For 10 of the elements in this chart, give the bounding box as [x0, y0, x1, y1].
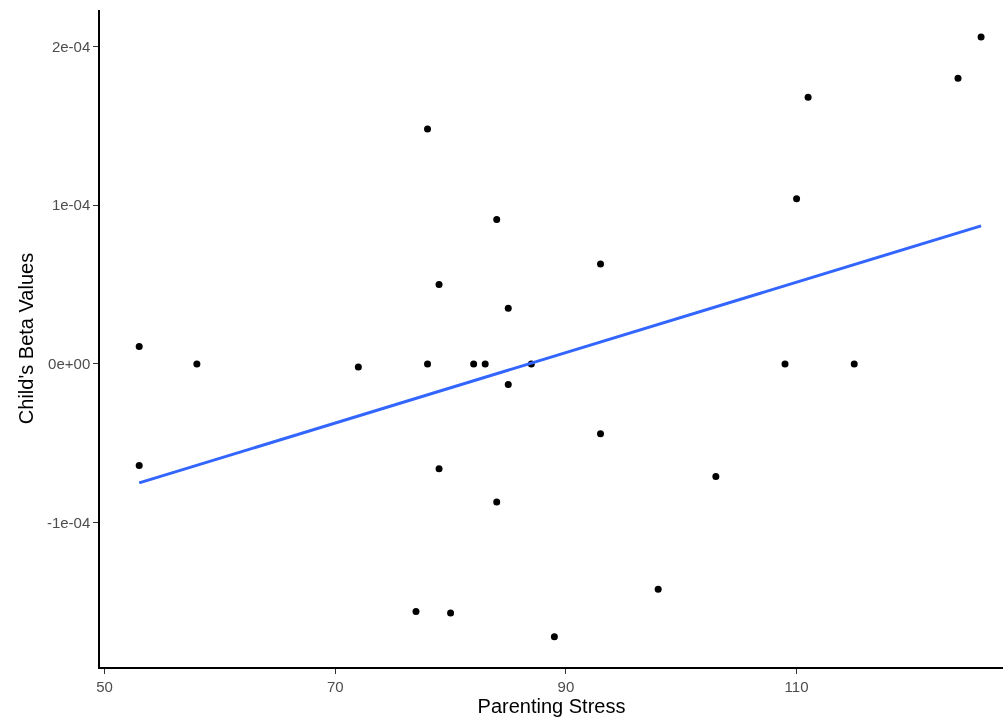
y-axis-title: Child's Beta Values — [14, 252, 37, 425]
y-tick-label: 1e-04 — [51, 196, 91, 214]
x-tick-label: 70 — [326, 677, 344, 695]
x-axis-title: Parenting Stress — [477, 694, 626, 717]
y-tick-label: 2e-04 — [51, 37, 91, 55]
x-tick-label: 50 — [96, 677, 113, 695]
x-tick-label: 90 — [557, 677, 575, 695]
y-tick-label: -1e-04 — [46, 513, 91, 531]
y-tick-label: 0e+00 — [48, 355, 91, 373]
x-tick-label: 110 — [784, 677, 809, 695]
